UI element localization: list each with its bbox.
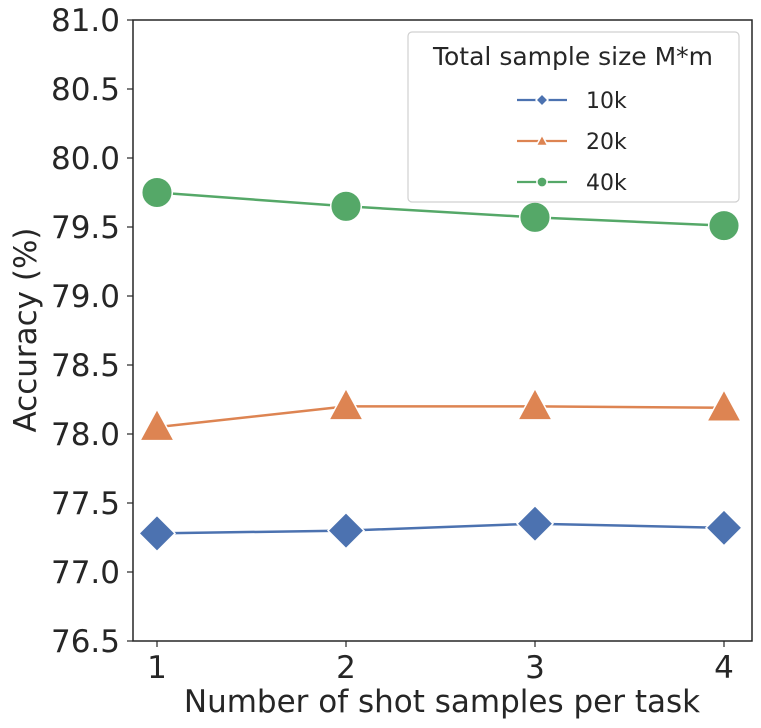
y-tick-label: 77.5 [51,486,120,522]
series-layer [137,176,744,553]
y-tick-label: 80.0 [51,141,120,177]
y-tick-label: 78.0 [51,417,120,453]
y-tick-label: 81.0 [51,3,120,39]
series-line-10k [156,522,725,535]
legend-title: Total sample size M*m [432,42,713,71]
data-point-20k [327,386,365,421]
y-tick-label: 77.0 [51,555,120,591]
series-40k [140,176,741,242]
data-point-20k [705,388,743,423]
series-20k [138,386,743,442]
data-point-20k [516,386,554,421]
legend: Total sample size M*m 10k 20k 40k [407,31,740,203]
y-axis: 76.5 77.0 77.5 78.0 78.5 79.0 79.5 80.0 80.5 81.0 [51,3,133,660]
data-point-40k [518,201,552,234]
y-axis-label: Accuracy (%) [8,227,44,432]
series-10k [137,504,744,553]
series-line-20k [156,405,725,429]
legend-label-10k: 10k [586,89,627,114]
legend-item-20k: 20k [517,130,627,155]
data-point-10k [515,504,555,543]
y-tick-label: 80.5 [51,72,120,108]
data-point-20k [138,407,176,442]
x-tick-label: 1 [147,650,167,686]
legend-marker-10k [534,92,550,108]
data-point-40k [707,209,741,242]
x-axis-label: Number of shot samples per task [184,684,700,720]
data-point-10k [704,508,744,547]
x-tick-label: 2 [336,650,356,686]
x-axis: 1 2 3 4 [147,641,734,686]
data-point-40k [140,176,174,209]
y-tick-label: 78.5 [51,348,120,384]
data-point-10k [137,514,177,553]
legend-marker-20k [535,133,549,147]
legend-label-20k: 20k [586,130,627,155]
legend-frame [407,31,740,203]
data-point-10k [326,511,366,550]
legend-item-40k: 40k [517,171,627,196]
x-tick-label: 4 [714,650,734,686]
legend-label-40k: 40k [586,171,627,196]
legend-item-10k: 10k [517,89,627,114]
data-point-40k [329,190,363,223]
legend-entries: 10k 20k 40k [517,89,627,196]
y-tick-label: 79.5 [51,210,120,246]
series-line-40k [156,191,725,227]
y-tick-label: 76.5 [51,624,120,660]
y-tick-label: 79.0 [51,279,120,315]
x-tick-label: 3 [525,650,545,686]
legend-marker-40k [536,176,548,188]
